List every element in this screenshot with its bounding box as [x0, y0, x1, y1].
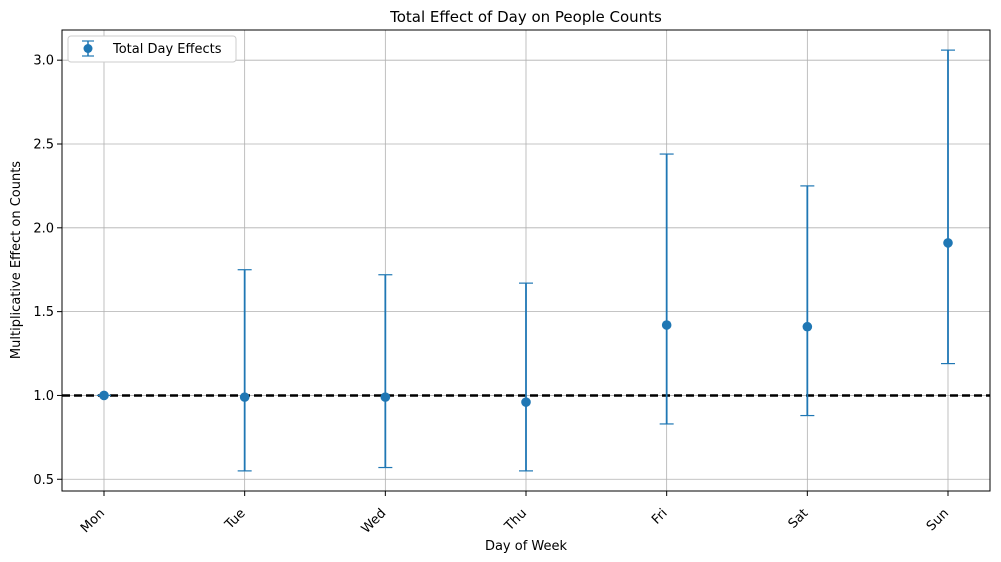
- data-point-tue: [239, 392, 250, 402]
- y-tick-label-0.5: 0.5: [33, 473, 54, 488]
- legend-label: Total Day Effects: [112, 42, 222, 57]
- y-tick-label-1.0: 1.0: [33, 389, 54, 404]
- data-point-wed: [380, 392, 391, 402]
- legend-marker-point: [83, 44, 93, 53]
- x-axis-label: Day of Week: [485, 539, 568, 554]
- data-point-sat: [802, 321, 813, 332]
- y-tick-label-1.5: 1.5: [33, 305, 54, 320]
- y-tick-label-2.5: 2.5: [33, 137, 54, 152]
- y-tick-label-2.0: 2.0: [33, 221, 54, 236]
- data-layer: [97, 49, 955, 472]
- data-point-sun: [943, 238, 953, 248]
- data-point-mon: [99, 390, 109, 401]
- data-point-thu: [521, 397, 531, 407]
- chart-title: Total Effect of Day on People Counts: [389, 8, 662, 26]
- legend-box: [67, 35, 237, 63]
- y-ticks: 0.5 1.0 1.5 2.0 2.5 3.0: [33, 54, 62, 488]
- y-tick-label-3.0: 3.0: [33, 54, 54, 69]
- y-axis-label: Multiplicative Effect on Counts: [9, 161, 24, 359]
- data-point-fri: [661, 320, 672, 330]
- legend: Total Day Effects: [67, 35, 237, 63]
